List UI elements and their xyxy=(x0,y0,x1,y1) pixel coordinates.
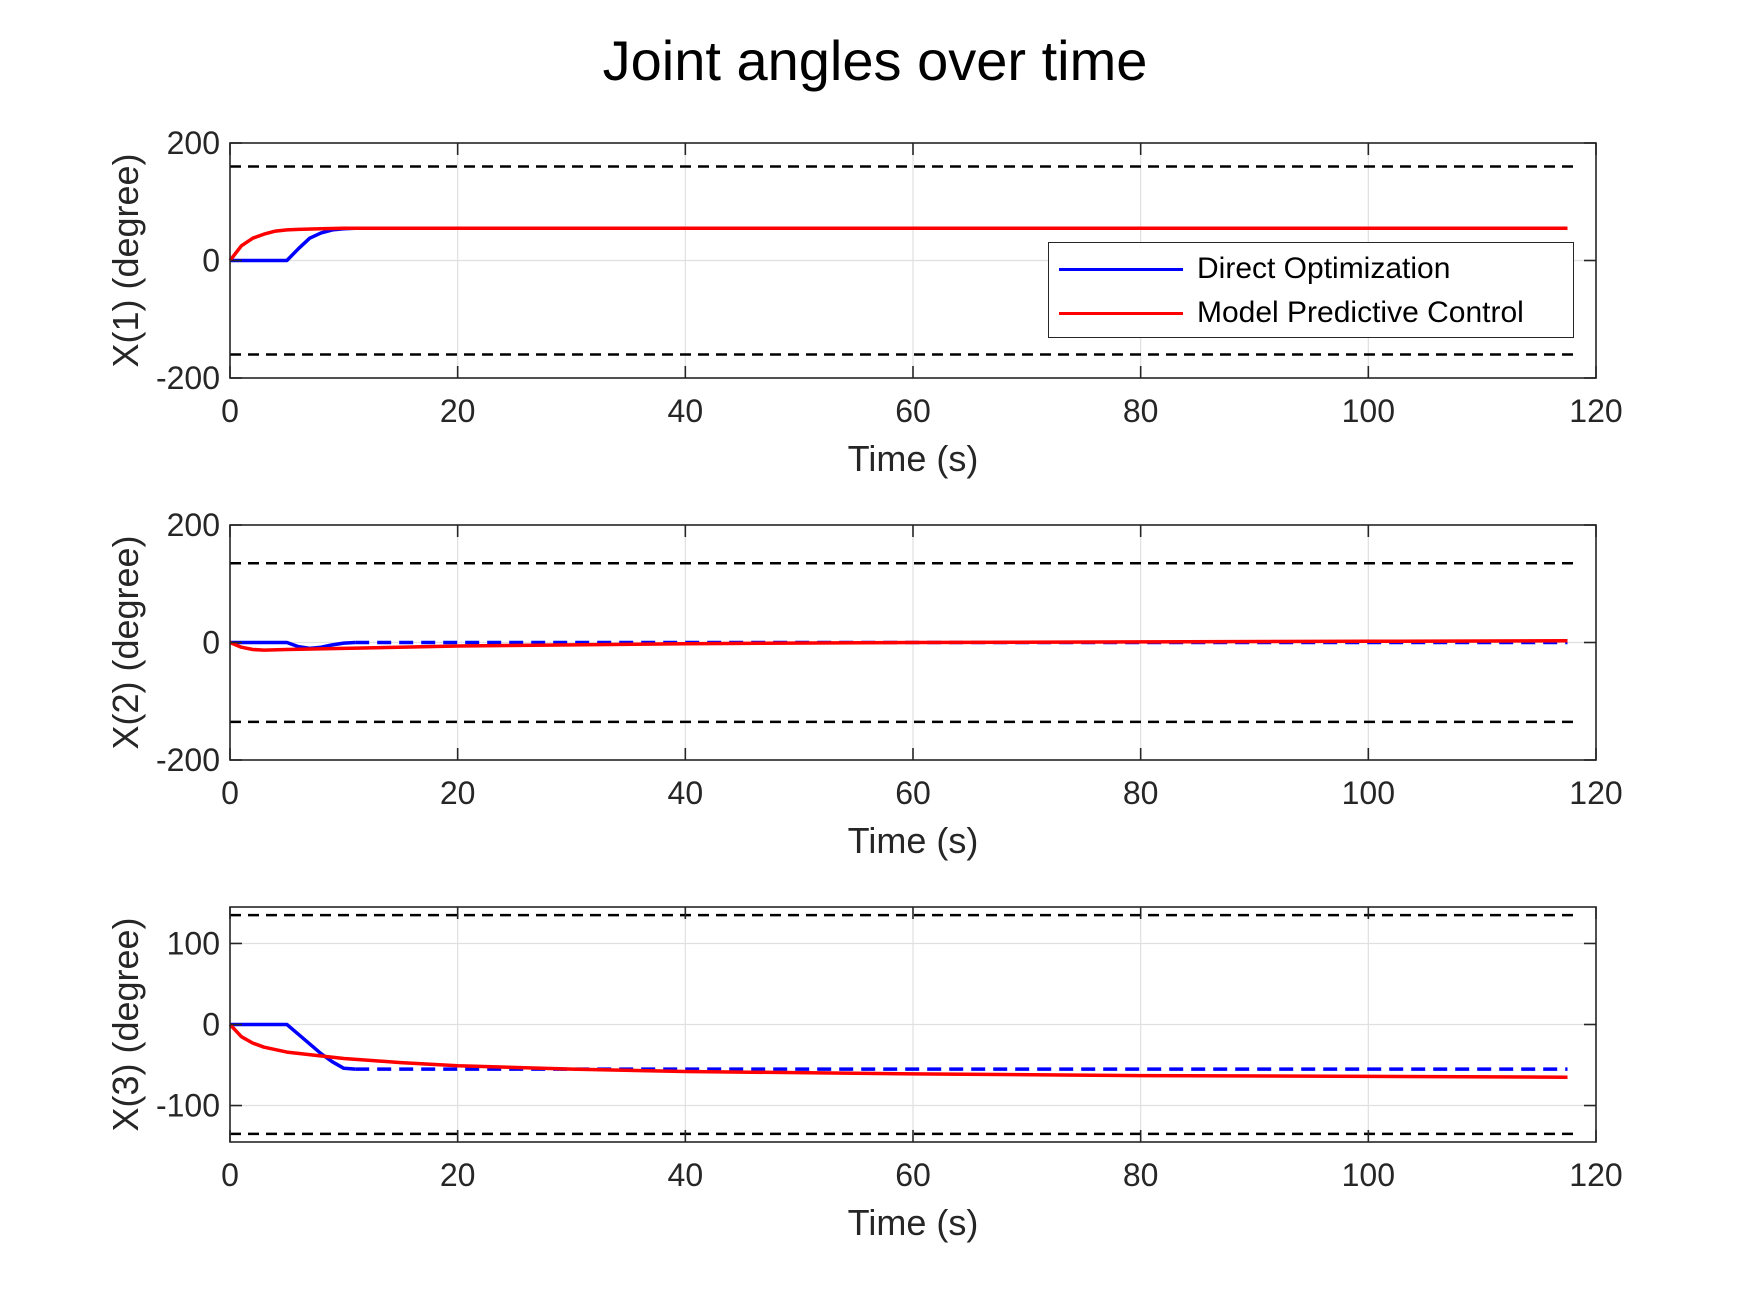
x-tick-label: 120 xyxy=(1569,393,1622,429)
series-model-predictive-control-line xyxy=(229,638,1568,652)
legend-label-mpc: Model Predictive Control xyxy=(1197,296,1524,329)
legend-label-direct: Direct Optimization xyxy=(1197,252,1451,285)
x-tick-label: 40 xyxy=(668,393,704,429)
y-tick-label: -100 xyxy=(156,1088,220,1124)
y-tick-label: 100 xyxy=(167,925,220,961)
legend-line-mpc xyxy=(1059,311,1183,315)
x-tick-label: 100 xyxy=(1342,775,1395,811)
legend-line-direct xyxy=(1059,267,1183,271)
y-axis-label-1: X(1) (degree) xyxy=(105,153,146,367)
legend-item-direct-optimization: Direct Optimization xyxy=(1059,249,1450,289)
legend: Direct Optimization Model Predictive Con… xyxy=(1048,242,1574,338)
y-tick-label: 0 xyxy=(202,1007,220,1043)
x-tick-label: 80 xyxy=(1123,1157,1159,1193)
x-axis-label-1: Time (s) xyxy=(848,438,979,479)
x-tick-label: 100 xyxy=(1342,1157,1395,1193)
y-tick-label: -200 xyxy=(156,742,220,778)
x-tick-label: 60 xyxy=(895,1157,931,1193)
x-tick-label: 40 xyxy=(668,1157,704,1193)
x-axis-label-2: Time (s) xyxy=(848,820,979,861)
legend-item-model-predictive-control: Model Predictive Control xyxy=(1059,293,1524,333)
x-tick-label: 100 xyxy=(1342,393,1395,429)
y-axis-label-3: X(3) (degree) xyxy=(105,917,146,1131)
y-tick-label: -200 xyxy=(156,360,220,396)
x-tick-label: 20 xyxy=(440,1157,476,1193)
x-tick-label: 20 xyxy=(440,775,476,811)
x-tick-label: 0 xyxy=(221,1157,239,1193)
y-tick-label: 0 xyxy=(202,625,220,661)
y-tick-label: 0 xyxy=(202,243,220,279)
y-tick-label: 200 xyxy=(167,125,220,161)
x-tick-label: 120 xyxy=(1569,1157,1622,1193)
x-tick-label: 120 xyxy=(1569,775,1622,811)
x-tick-label: 60 xyxy=(895,393,931,429)
x-tick-label: 60 xyxy=(895,775,931,811)
series-model-predictive-control-line xyxy=(228,1023,1568,1079)
x-tick-label: 0 xyxy=(221,393,239,429)
series-direct-optimization-line xyxy=(230,1022,356,1071)
figure-title: Joint angles over time xyxy=(602,29,1148,92)
x-tick-label: 80 xyxy=(1123,393,1159,429)
x-tick-label: 80 xyxy=(1123,775,1159,811)
series-model-predictive-control-line xyxy=(228,226,1568,262)
x-tick-label: 20 xyxy=(440,393,476,429)
y-tick-label: 200 xyxy=(167,507,220,543)
x-tick-label: 0 xyxy=(221,775,239,811)
x-tick-label: 40 xyxy=(668,775,704,811)
y-axis-label-2: X(2) (degree) xyxy=(105,535,146,749)
x-axis-label-3: Time (s) xyxy=(848,1202,979,1243)
